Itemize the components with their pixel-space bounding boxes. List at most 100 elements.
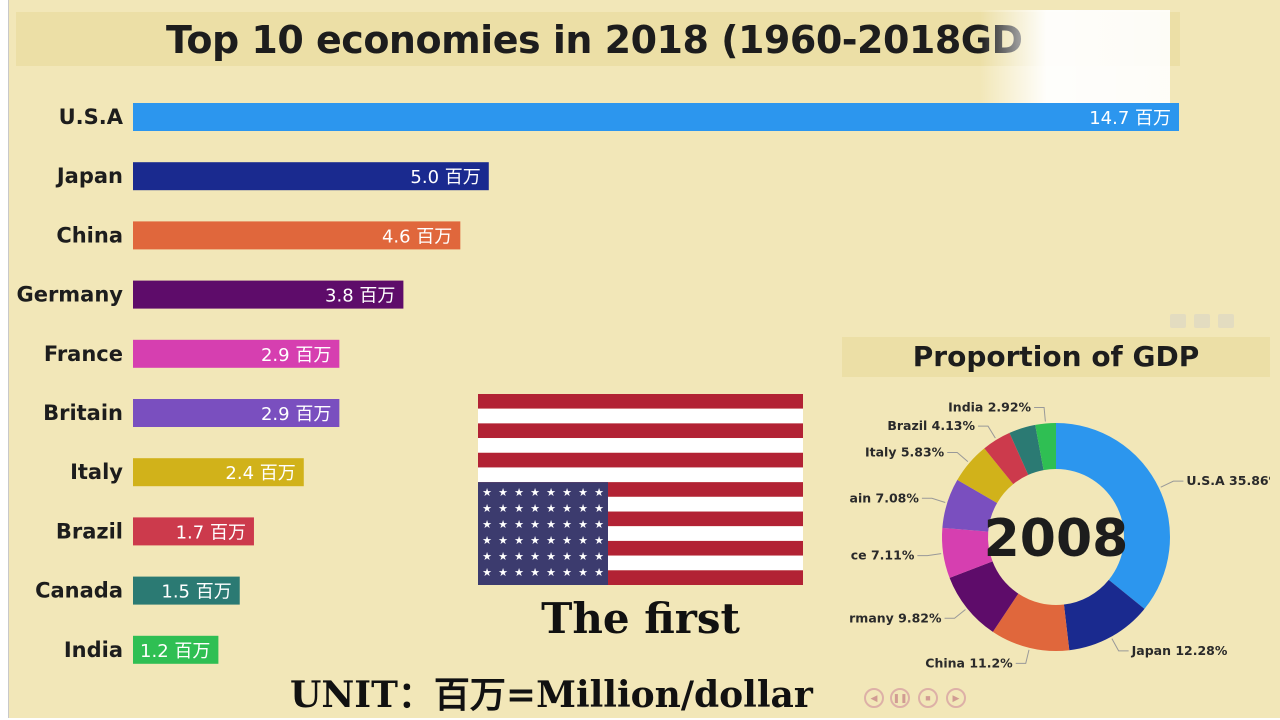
pie-title-band [842,337,1270,377]
bar-value-label: 14.7 百万 [1089,108,1171,129]
flag-star: ★ [594,534,604,547]
flag-star: ★ [482,486,492,499]
flag-star: ★ [562,550,572,563]
flag-star: ★ [482,566,492,579]
donut-slice [992,593,1070,651]
pie-title: Proportion of GDP [912,340,1200,373]
flag-star: ★ [546,566,556,579]
page-title: Top 10 economies in 2018 (1960-2018GD [166,18,1023,62]
flag-stripe [478,394,803,409]
rewind-icon[interactable]: ◀ [864,688,884,708]
flag-star: ★ [530,566,540,579]
usa-flag: ★ ★ ★ ★ ★ ★ ★ ★ ★ ★ ★ ★ ★ ★ ★ ★ ★ ★ ★ ★ ★ ★ ★ ★ ★ ★ ★ ★ ★ ★ ★ ★ ★ ★ ★ ★ ★ ★ ★ ★… [478,394,803,585]
refresh-icon[interactable] [1218,314,1234,328]
flag-star: ★ [578,502,588,515]
bar-value-label: 1.5 百万 [161,582,231,603]
flag-star: ★ [546,518,556,531]
donut-leader-line [1160,480,1184,488]
donut-leader-line [917,553,942,557]
donut-slice-label: Japan 12.28% [1131,643,1228,658]
donut-slice-label: China 11.2% [925,655,1013,670]
bar-value-label: 4.6 百万 [382,226,452,247]
bar-category-label: Japan [55,164,123,188]
donut-slice-label: India 2.92% [948,400,1031,415]
bar-category-label: Britain [43,401,123,425]
flag-star: ★ [482,534,492,547]
donut-slice [942,527,993,578]
download-icon[interactable] [1170,314,1186,328]
flag-star: ★ [514,518,524,531]
bar [133,458,304,487]
bar [133,162,489,191]
flag-star: ★ [546,502,556,515]
bar [133,576,240,605]
flag-star: ★ [498,550,508,563]
bar-category-label: Germany [16,283,123,307]
bar-category-label: India [64,638,123,662]
donut-leader-line [978,425,996,439]
flag-star: ★ [546,534,556,547]
donut-slice [984,432,1029,485]
donut-slice-label: U.S.A 35.86% [1186,473,1270,488]
save-icon[interactable] [1194,314,1210,328]
flag-star: ★ [530,486,540,499]
donut-slice-label: Germany 9.82% [850,610,942,625]
donut-leader-line [1015,649,1030,664]
flag-star: ★ [578,550,588,563]
bar-category-label: U.S.A [59,105,124,129]
pause-icon[interactable]: ❚❚ [890,688,910,708]
bar [133,339,340,368]
flag-star: ★ [514,486,524,499]
bar-category-label: Canada [35,579,123,603]
flag-star: ★ [578,518,588,531]
flag-star: ★ [498,518,508,531]
flag-star: ★ [578,486,588,499]
flag-star: ★ [578,566,588,579]
donut-slice-label: Britain 7.08% [850,490,919,505]
flag-stripe [478,408,803,424]
flag-star: ★ [482,518,492,531]
bar-value-label: 2.4 百万 [225,463,295,484]
flag-star: ★ [594,518,604,531]
unit-label: UNIT：百万=Million/dollar [290,674,813,716]
donut-center-year: 2008 [984,509,1129,569]
bar-value-label: 1.7 百万 [176,522,246,543]
flag-star: ★ [498,486,508,499]
donut-leader-line [944,609,966,619]
bar [133,280,404,309]
bar-value-label: 2.9 百万 [261,404,331,425]
bar [133,399,340,427]
flag-star: ★ [562,534,572,547]
donut-leader-line [947,451,969,462]
donut-leader-line [1034,407,1046,422]
toolbar-icons [1170,314,1242,333]
bar [133,635,219,664]
flag-star: ★ [578,534,588,547]
flag-star: ★ [530,534,540,547]
flag-star: ★ [498,566,508,579]
flag-star: ★ [530,518,540,531]
donut-slice [1035,423,1056,471]
donut-slice [1063,579,1145,651]
bar-category-label: Italy [70,460,123,484]
flag-star: ★ [514,550,524,563]
donut-slice-label: Italy 5.83% [865,444,945,459]
flag-star: ★ [562,566,572,579]
flag-stripe [478,452,803,468]
flag-star: ★ [562,486,572,499]
forward-icon[interactable]: ▶ [946,688,966,708]
flag-stripe [478,423,803,439]
donut-slice [957,448,1014,503]
donut-slice-label: Brazil 4.13% [887,418,975,433]
flag-star: ★ [514,566,524,579]
stop-icon[interactable]: ■ [918,688,938,708]
flag-star: ★ [514,534,524,547]
bar-category-label: France [44,342,123,366]
donut-chart: U.S.A 35.86% Japan 12.28% China 11.2% Germa… [850,400,1270,671]
bar-category-label: Brazil [56,519,123,543]
flag-star: ★ [562,502,572,515]
playback-controls: ◀ ❚❚ ■ ▶ [852,682,1022,714]
flag-star: ★ [498,534,508,547]
rank-caption: The first [541,594,740,643]
